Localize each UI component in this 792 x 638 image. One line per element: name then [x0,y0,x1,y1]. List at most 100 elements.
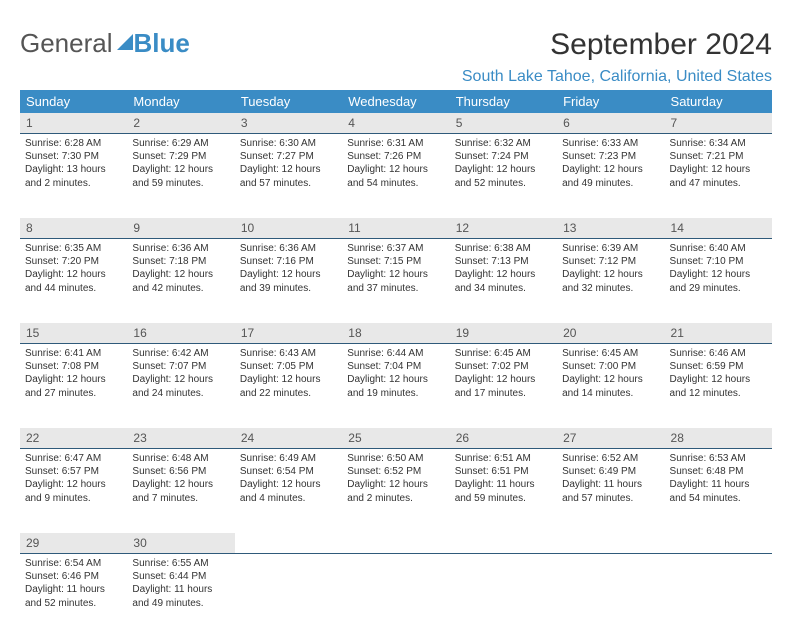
sunset-text: Sunset: 6:57 PM [25,465,121,478]
daylight-text: and 57 minutes. [240,177,336,190]
sunset-text: Sunset: 7:27 PM [240,150,336,163]
daylight-text: Daylight: 12 hours [670,268,766,281]
dow-row: SundayMondayTuesdayWednesdayThursdayFrid… [20,90,772,113]
day-number: 14 [665,218,772,238]
day-cell [235,554,342,638]
brand-part1: General [20,28,113,59]
sunset-text: Sunset: 7:21 PM [670,150,766,163]
sunset-text: Sunset: 6:44 PM [132,570,228,583]
sunrise-text: Sunrise: 6:33 AM [562,137,658,150]
daylight-text: and 7 minutes. [132,492,228,505]
week-row: Sunrise: 6:28 AMSunset: 7:30 PMDaylight:… [20,134,772,218]
day-number [557,533,664,553]
daylight-text: Daylight: 12 hours [25,478,121,491]
day-number: 4 [342,113,449,133]
day-cell: Sunrise: 6:32 AMSunset: 7:24 PMDaylight:… [450,134,557,218]
day-cell: Sunrise: 6:49 AMSunset: 6:54 PMDaylight:… [235,449,342,533]
sunset-text: Sunset: 7:30 PM [25,150,121,163]
day-cell: Sunrise: 6:50 AMSunset: 6:52 PMDaylight:… [342,449,449,533]
week-row: Sunrise: 6:54 AMSunset: 6:46 PMDaylight:… [20,554,772,638]
daylight-text: Daylight: 12 hours [562,163,658,176]
day-cell [557,554,664,638]
daylight-text: Daylight: 12 hours [25,268,121,281]
sunrise-text: Sunrise: 6:53 AM [670,452,766,465]
daylight-text: and 2 minutes. [347,492,443,505]
sunset-text: Sunset: 7:24 PM [455,150,551,163]
week-row: Sunrise: 6:35 AMSunset: 7:20 PMDaylight:… [20,239,772,323]
daylight-text: and 57 minutes. [562,492,658,505]
sunrise-text: Sunrise: 6:29 AM [132,137,228,150]
day-number: 10 [235,218,342,238]
daylight-text: Daylight: 12 hours [347,373,443,386]
day-number [665,533,772,553]
day-number: 9 [127,218,234,238]
day-number: 6 [557,113,664,133]
sunset-text: Sunset: 7:29 PM [132,150,228,163]
title-block: September 2024 South Lake Tahoe, Califor… [462,28,772,86]
daylight-text: Daylight: 11 hours [670,478,766,491]
sunset-text: Sunset: 7:10 PM [670,255,766,268]
day-cell: Sunrise: 6:48 AMSunset: 6:56 PMDaylight:… [127,449,234,533]
sunrise-text: Sunrise: 6:43 AM [240,347,336,360]
day-number: 13 [557,218,664,238]
day-cell: Sunrise: 6:31 AMSunset: 7:26 PMDaylight:… [342,134,449,218]
daylight-text: Daylight: 11 hours [25,583,121,596]
sunset-text: Sunset: 7:08 PM [25,360,121,373]
daylight-text: and 34 minutes. [455,282,551,295]
daylight-text: and 52 minutes. [25,597,121,610]
daylight-text: and 44 minutes. [25,282,121,295]
sunrise-text: Sunrise: 6:48 AM [132,452,228,465]
sunrise-text: Sunrise: 6:28 AM [25,137,121,150]
sunrise-text: Sunrise: 6:42 AM [132,347,228,360]
sunrise-text: Sunrise: 6:49 AM [240,452,336,465]
day-number [235,533,342,553]
sunset-text: Sunset: 7:07 PM [132,360,228,373]
daylight-text: Daylight: 12 hours [562,268,658,281]
sunset-text: Sunset: 7:20 PM [25,255,121,268]
daylight-text: Daylight: 12 hours [347,163,443,176]
day-number: 23 [127,428,234,448]
daylight-text: Daylight: 11 hours [455,478,551,491]
day-number: 3 [235,113,342,133]
sunset-text: Sunset: 6:56 PM [132,465,228,478]
day-cell: Sunrise: 6:46 AMSunset: 6:59 PMDaylight:… [665,344,772,428]
day-number: 7 [665,113,772,133]
daylight-text: and 29 minutes. [670,282,766,295]
day-cell: Sunrise: 6:42 AMSunset: 7:07 PMDaylight:… [127,344,234,428]
daylight-text: Daylight: 11 hours [562,478,658,491]
day-cell: Sunrise: 6:30 AMSunset: 7:27 PMDaylight:… [235,134,342,218]
sunset-text: Sunset: 7:16 PM [240,255,336,268]
daylight-text: Daylight: 12 hours [25,373,121,386]
sunrise-text: Sunrise: 6:46 AM [670,347,766,360]
dow-header: Monday [127,90,234,113]
day-cell: Sunrise: 6:33 AMSunset: 7:23 PMDaylight:… [557,134,664,218]
daylight-text: and 54 minutes. [670,492,766,505]
day-cell [665,554,772,638]
header: General Blue September 2024 South Lake T… [20,28,772,86]
day-number: 20 [557,323,664,343]
daynum-row: 22232425262728 [20,428,772,449]
day-cell: Sunrise: 6:37 AMSunset: 7:15 PMDaylight:… [342,239,449,323]
day-number: 5 [450,113,557,133]
daynum-row: 2930 [20,533,772,554]
daylight-text: and 49 minutes. [132,597,228,610]
sunset-text: Sunset: 6:48 PM [670,465,766,478]
sunset-text: Sunset: 6:49 PM [562,465,658,478]
daylight-text: Daylight: 13 hours [25,163,121,176]
day-number: 8 [20,218,127,238]
sunset-text: Sunset: 7:23 PM [562,150,658,163]
daylight-text: Daylight: 12 hours [132,373,228,386]
day-number: 22 [20,428,127,448]
day-number: 15 [20,323,127,343]
day-number: 26 [450,428,557,448]
sunrise-text: Sunrise: 6:30 AM [240,137,336,150]
sunrise-text: Sunrise: 6:31 AM [347,137,443,150]
daynum-row: 15161718192021 [20,323,772,344]
dow-header: Tuesday [235,90,342,113]
day-number [342,533,449,553]
sunrise-text: Sunrise: 6:38 AM [455,242,551,255]
day-cell: Sunrise: 6:41 AMSunset: 7:08 PMDaylight:… [20,344,127,428]
sunrise-text: Sunrise: 6:32 AM [455,137,551,150]
brand-part2: Blue [134,28,190,59]
daylight-text: and 12 minutes. [670,387,766,400]
